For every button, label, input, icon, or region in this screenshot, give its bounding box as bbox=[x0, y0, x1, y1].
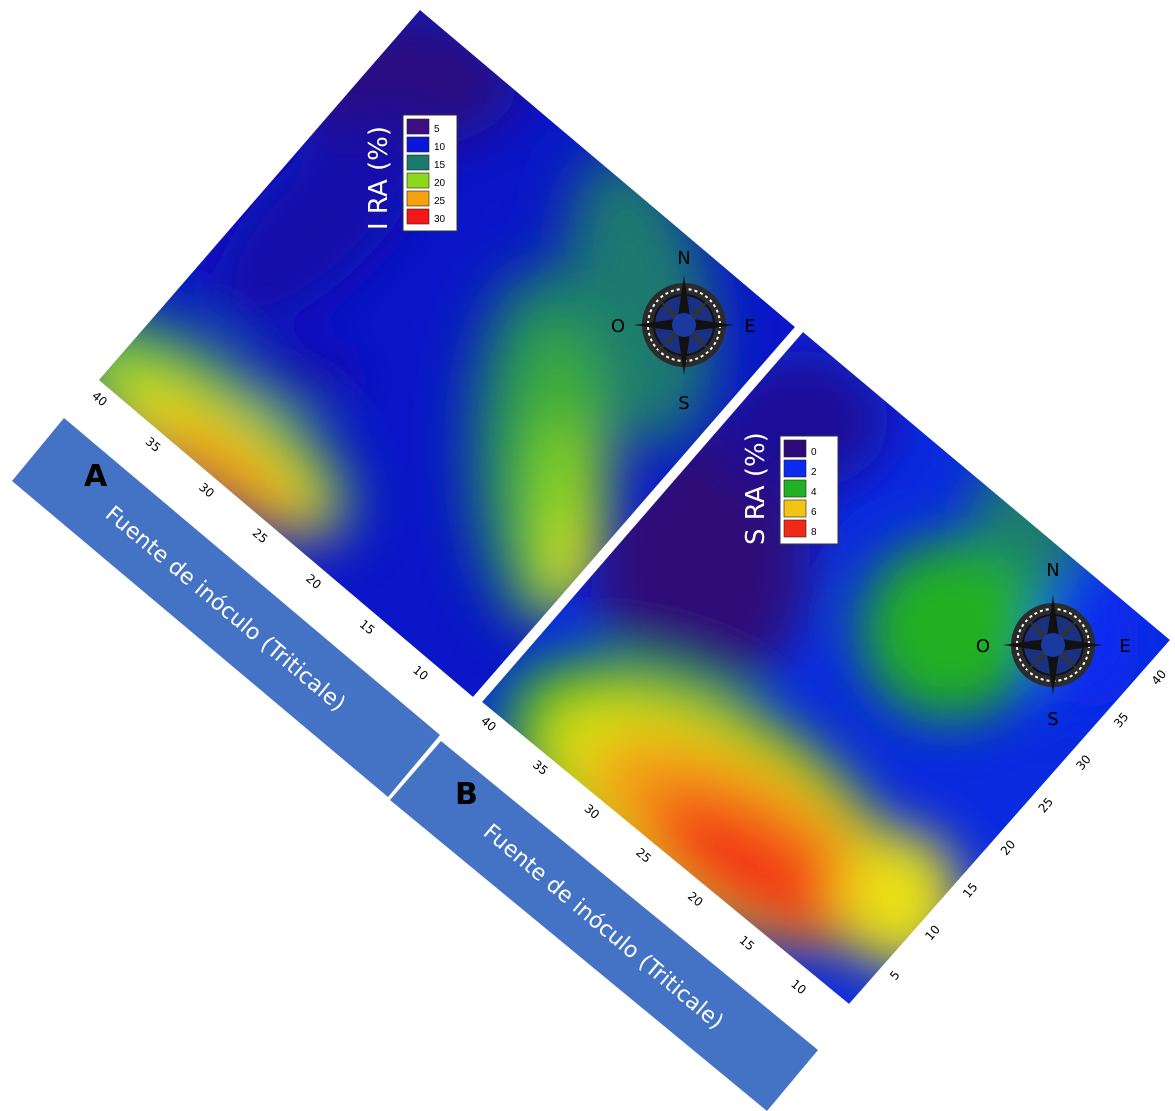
title-b: S RA (%) bbox=[741, 432, 771, 545]
compass-rose-icon bbox=[1003, 595, 1103, 695]
legend-swatch bbox=[406, 136, 430, 153]
compass-b: N S E O bbox=[976, 560, 1131, 730]
legend-label: 30 bbox=[434, 214, 446, 225]
legend-swatch bbox=[406, 154, 430, 171]
compass-a: N S E O bbox=[611, 248, 756, 414]
legend-a: 5 10 15 20 25 30 bbox=[402, 114, 458, 232]
axis-tick-label: 20 bbox=[303, 571, 324, 592]
compass-rose-icon bbox=[634, 275, 734, 375]
axis-tick-label: 20 bbox=[685, 889, 706, 910]
axis-tick-label: 35 bbox=[1111, 710, 1132, 731]
axis-tick-label: 15 bbox=[960, 880, 981, 901]
axis-tick-label: 40 bbox=[478, 714, 499, 735]
axis-tick-label: 35 bbox=[530, 757, 551, 778]
legend-swatch bbox=[406, 208, 430, 225]
axis-tick-label: 15 bbox=[357, 617, 378, 638]
axis-tick-label: 10 bbox=[788, 977, 809, 998]
compass-w: O bbox=[611, 316, 625, 337]
axis-tick-label: 5 bbox=[887, 968, 903, 983]
compass-s: S bbox=[1047, 709, 1058, 730]
axis-tick-label: 10 bbox=[410, 663, 431, 684]
axis-tick-label: 30 bbox=[582, 801, 603, 822]
legend-label: 8 bbox=[811, 527, 817, 538]
legend-swatch bbox=[783, 519, 807, 538]
compass-e: E bbox=[744, 316, 755, 337]
axis-tick-label: 15 bbox=[737, 933, 758, 954]
compass-n: N bbox=[1046, 560, 1059, 581]
legend-label: 20 bbox=[434, 178, 446, 189]
legend-label: 6 bbox=[811, 507, 817, 518]
legend-label: 10 bbox=[434, 142, 446, 153]
legend-swatch bbox=[406, 172, 430, 189]
axis-tick-label: 25 bbox=[633, 845, 654, 866]
legend-b: 0 2 4 6 8 bbox=[779, 435, 839, 545]
axis-tick-label: 25 bbox=[1036, 795, 1057, 816]
axis-tick-label: 35 bbox=[143, 434, 164, 455]
axis-tick-label: 30 bbox=[196, 480, 217, 501]
panel-label-a: A bbox=[84, 459, 108, 494]
legend-label: 4 bbox=[811, 487, 817, 498]
compass-n: N bbox=[677, 248, 690, 269]
legend-swatch bbox=[406, 190, 430, 207]
legend-swatch bbox=[783, 499, 807, 518]
legend-label: 15 bbox=[434, 160, 446, 171]
compass-s: S bbox=[678, 393, 689, 414]
axis-tick-label: 40 bbox=[89, 389, 110, 410]
axis-tick-label: 25 bbox=[250, 526, 271, 547]
axis-tick-label: 30 bbox=[1073, 752, 1094, 773]
axis-tick-label: 40 bbox=[1149, 667, 1170, 688]
legend-label: 25 bbox=[434, 196, 446, 207]
compass-w: O bbox=[976, 636, 990, 657]
compass-e: E bbox=[1119, 636, 1130, 657]
axis-tick-label: 10 bbox=[922, 922, 943, 943]
legend-label: 0 bbox=[811, 447, 817, 458]
legend-label: 2 bbox=[811, 467, 817, 478]
legend-swatch bbox=[783, 439, 807, 458]
legend-label: 5 bbox=[434, 124, 440, 135]
axis-tick-label: 20 bbox=[998, 837, 1019, 858]
legend-swatch bbox=[783, 479, 807, 498]
legend-swatch bbox=[406, 118, 430, 135]
panel-label-b: B bbox=[455, 777, 478, 812]
title-a: I RA (%) bbox=[364, 126, 394, 230]
legend-swatch bbox=[783, 459, 807, 478]
